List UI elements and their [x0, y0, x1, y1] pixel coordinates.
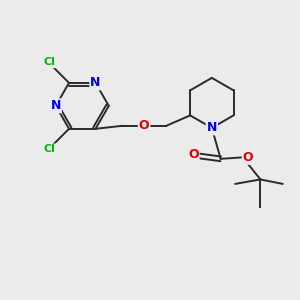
Text: O: O	[188, 148, 199, 161]
Text: O: O	[139, 119, 149, 132]
Text: N: N	[207, 122, 217, 134]
Text: O: O	[243, 151, 254, 164]
Text: Cl: Cl	[44, 144, 56, 154]
Text: Cl: Cl	[44, 57, 56, 67]
Text: N: N	[90, 76, 101, 89]
Text: N: N	[51, 99, 61, 112]
